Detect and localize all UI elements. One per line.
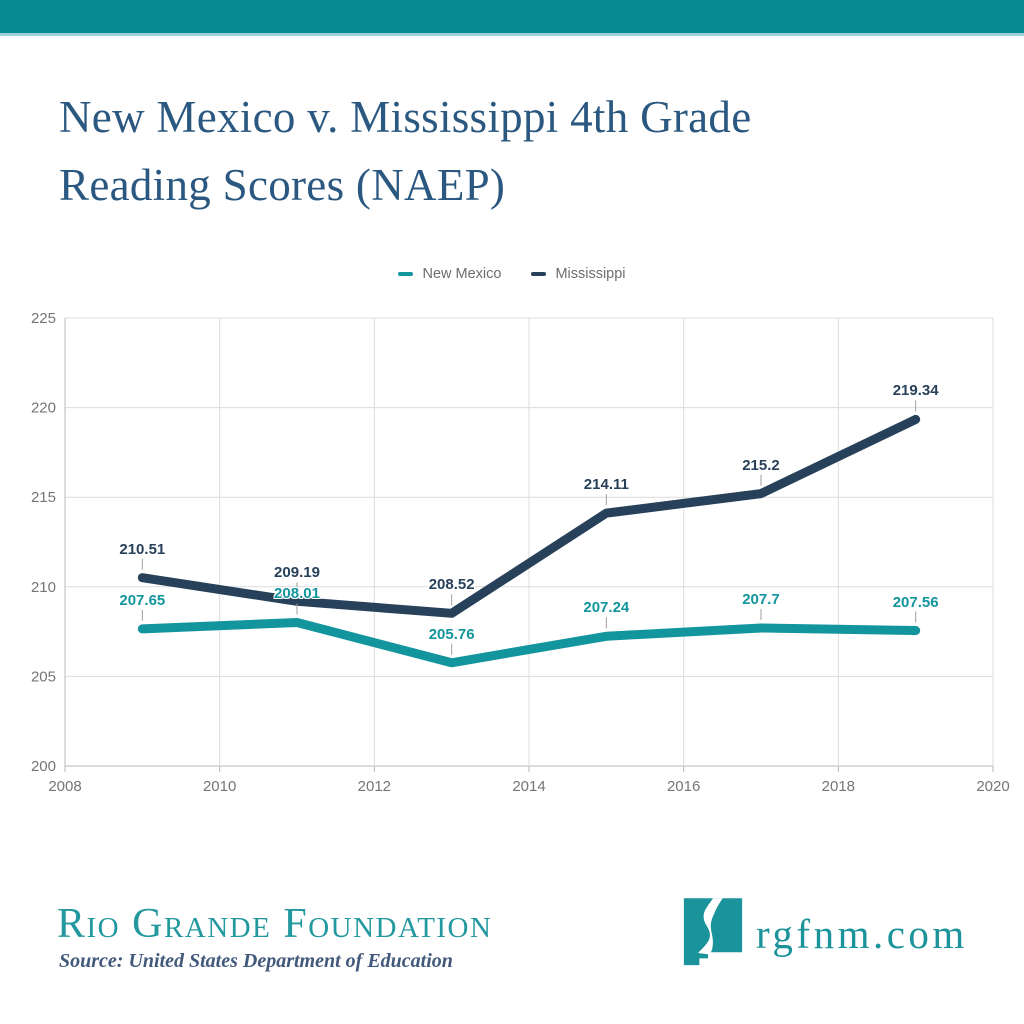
legend: New Mexico Mississippi [0, 266, 1024, 282]
new-mexico-state-shape [683, 898, 743, 966]
y-tick-label: 215 [31, 489, 56, 506]
y-tick-label: 200 [31, 758, 56, 775]
series-line-mississippi [137, 414, 921, 618]
chart-title: New Mexico v. Mississippi 4th Grade Read… [59, 84, 959, 219]
series-line-new-mexico [137, 617, 921, 668]
line-chart-svg: 200 205 210 215 220 225 2008 2010 2012 2014 2016 20… [31, 310, 1010, 795]
new-mexico-logo-icon [683, 898, 743, 966]
org-wordmark: Rio Grande Foundation [57, 901, 493, 947]
new-mexico-legend-dash-icon [398, 272, 414, 276]
y-tick-label: 220 [31, 400, 56, 417]
mississippi-legend-dash-icon [531, 272, 547, 276]
x-tick-label: 2020 [976, 778, 1009, 795]
legend-label-mississippi: Mississippi [555, 266, 626, 282]
y-tick-label: 205 [31, 668, 56, 685]
x-tick-label: 2016 [667, 778, 700, 795]
chart-title-line-2: Reading Scores (NAEP) [59, 159, 506, 210]
x-tick-label: 2012 [358, 778, 391, 795]
x-tick-label: 2014 [512, 778, 545, 795]
rio-grande-river-icon [698, 898, 723, 955]
source-note: Source: United States Department of Educ… [59, 950, 453, 972]
line-chart: 200 205 210 215 220 225 2008 2010 2012 2014 2016 20… [0, 300, 1024, 800]
legend-item-mississippi: Mississippi [531, 266, 626, 282]
y-tick-label: 210 [31, 579, 56, 596]
chart-title-line-1: New Mexico v. Mississippi 4th Grade [59, 92, 752, 142]
website-url: rgfnm.com [756, 911, 968, 957]
legend-item-new-mexico: New Mexico [398, 266, 501, 282]
x-tick-label: 2018 [822, 778, 855, 795]
header-bar [0, 0, 1024, 36]
legend-label-new-mexico: New Mexico [422, 266, 502, 282]
x-tick-label: 2010 [203, 778, 236, 795]
x-tick-label: 2008 [48, 778, 81, 795]
y-tick-label: 225 [31, 310, 56, 327]
